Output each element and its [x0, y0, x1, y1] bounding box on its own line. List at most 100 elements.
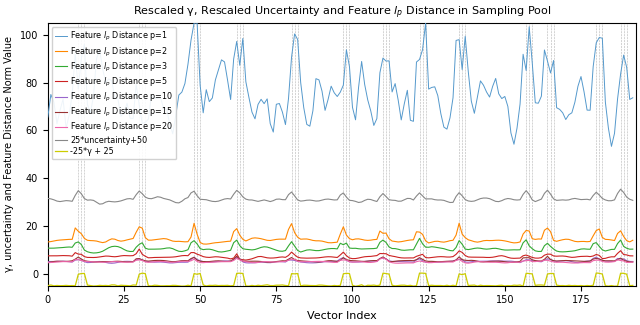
- Feature $l_p$ Distance p=10: [593, 255, 600, 259]
- Feature $l_p$ Distance p=15: [233, 254, 241, 258]
- 25*uncertainty+50: [96, 202, 104, 206]
- Feature $l_p$ Distance p=10: [410, 260, 417, 264]
- Feature $l_p$ Distance p=20: [181, 259, 189, 263]
- Feature $l_p$ Distance p=5: [285, 254, 292, 257]
- Feature $l_p$ Distance p=20: [379, 256, 387, 260]
- -25*γ + 25: [483, 284, 490, 288]
- 25*uncertainty+50: [629, 198, 637, 202]
- Line: Feature $l_p$ Distance p=15: Feature $l_p$ Distance p=15: [48, 256, 633, 263]
- -25*γ + 25: [44, 284, 52, 288]
- Feature $l_p$ Distance p=10: [282, 260, 289, 264]
- Feature $l_p$ Distance p=15: [181, 259, 189, 263]
- Feature $l_p$ Distance p=10: [486, 259, 493, 263]
- Feature $l_p$ Distance p=5: [242, 258, 250, 262]
- Feature $l_p$ Distance p=3: [184, 248, 192, 252]
- Feature $l_p$ Distance p=2: [202, 242, 210, 246]
- -25*γ + 25: [278, 283, 286, 287]
- Feature $l_p$ Distance p=15: [483, 260, 490, 264]
- Feature $l_p$ Distance p=2: [181, 240, 189, 244]
- -25*γ + 25: [486, 284, 493, 288]
- Feature $l_p$ Distance p=5: [184, 254, 192, 258]
- Feature $l_p$ Distance p=1: [607, 144, 615, 148]
- Feature $l_p$ Distance p=15: [282, 259, 289, 263]
- Feature $l_p$ Distance p=15: [486, 259, 493, 263]
- Feature $l_p$ Distance p=2: [489, 239, 497, 242]
- Feature $l_p$ Distance p=3: [44, 246, 52, 250]
- Feature $l_p$ Distance p=15: [410, 259, 417, 263]
- 25*uncertainty+50: [617, 187, 625, 191]
- Line: 25*uncertainty+50: 25*uncertainty+50: [48, 189, 633, 204]
- Feature $l_p$ Distance p=5: [489, 255, 497, 259]
- 25*uncertainty+50: [282, 198, 289, 202]
- Feature $l_p$ Distance p=20: [629, 260, 637, 264]
- Line: Feature $l_p$ Distance p=20: Feature $l_p$ Distance p=20: [48, 258, 633, 263]
- Feature $l_p$ Distance p=1: [260, 102, 268, 106]
- Feature $l_p$ Distance p=10: [629, 260, 637, 264]
- 25*uncertainty+50: [260, 198, 268, 202]
- Line: Feature $l_p$ Distance p=5: Feature $l_p$ Distance p=5: [48, 249, 633, 260]
- Feature $l_p$ Distance p=20: [486, 260, 493, 264]
- Feature $l_p$ Distance p=10: [44, 260, 52, 264]
- -25*γ + 25: [629, 283, 637, 287]
- Line: Feature $l_p$ Distance p=2: Feature $l_p$ Distance p=2: [48, 223, 633, 244]
- Feature $l_p$ Distance p=20: [489, 260, 497, 264]
- Feature $l_p$ Distance p=2: [44, 240, 52, 244]
- -25*γ + 25: [181, 284, 189, 288]
- Line: Feature $l_p$ Distance p=1: Feature $l_p$ Distance p=1: [48, 23, 633, 146]
- Feature $l_p$ Distance p=10: [483, 259, 490, 263]
- Line: Feature $l_p$ Distance p=3: Feature $l_p$ Distance p=3: [48, 238, 633, 253]
- Feature $l_p$ Distance p=1: [629, 96, 637, 100]
- Feature $l_p$ Distance p=20: [278, 260, 286, 264]
- Feature $l_p$ Distance p=5: [629, 254, 637, 258]
- Y-axis label: γ, uncertainty and Feature Distance Norm Value: γ, uncertainty and Feature Distance Norm…: [4, 36, 14, 272]
- Feature $l_p$ Distance p=2: [486, 239, 493, 242]
- Line: -25*γ + 25: -25*γ + 25: [48, 273, 633, 286]
- Feature $l_p$ Distance p=20: [257, 260, 265, 264]
- X-axis label: Vector Index: Vector Index: [307, 311, 377, 321]
- Feature $l_p$ Distance p=15: [629, 260, 637, 264]
- Feature $l_p$ Distance p=1: [44, 115, 52, 119]
- Feature $l_p$ Distance p=2: [410, 238, 417, 242]
- Feature $l_p$ Distance p=3: [260, 245, 268, 249]
- Feature $l_p$ Distance p=5: [486, 255, 493, 259]
- Feature $l_p$ Distance p=20: [44, 261, 52, 265]
- Feature $l_p$ Distance p=3: [90, 251, 97, 255]
- 25*uncertainty+50: [44, 196, 52, 200]
- Feature $l_p$ Distance p=10: [184, 260, 192, 264]
- Feature $l_p$ Distance p=2: [629, 238, 637, 242]
- Feature $l_p$ Distance p=3: [410, 248, 417, 252]
- Feature $l_p$ Distance p=1: [486, 95, 493, 99]
- Feature $l_p$ Distance p=15: [44, 261, 52, 265]
- Feature $l_p$ Distance p=20: [413, 260, 420, 264]
- Feature $l_p$ Distance p=2: [282, 237, 289, 241]
- Feature $l_p$ Distance p=5: [263, 256, 271, 260]
- Feature $l_p$ Distance p=10: [260, 260, 268, 264]
- Feature $l_p$ Distance p=3: [486, 247, 493, 251]
- 25*uncertainty+50: [184, 196, 192, 200]
- 25*uncertainty+50: [410, 198, 417, 202]
- Feature $l_p$ Distance p=1: [410, 119, 417, 123]
- Feature $l_p$ Distance p=15: [260, 260, 268, 264]
- Line: Feature $l_p$ Distance p=10: Feature $l_p$ Distance p=10: [48, 257, 633, 263]
- Feature $l_p$ Distance p=3: [489, 246, 497, 250]
- Feature $l_p$ Distance p=3: [415, 236, 423, 240]
- -25*γ + 25: [410, 284, 417, 288]
- Feature $l_p$ Distance p=1: [483, 90, 490, 94]
- Title: Rescaled γ, Rescaled Uncertainty and Feature $l_p$ Distance in Sampling Pool: Rescaled γ, Rescaled Uncertainty and Fea…: [132, 4, 551, 20]
- Legend: Feature $l_p$ Distance p=1, Feature $l_p$ Distance p=2, Feature $l_p$ Distance p: Feature $l_p$ Distance p=1, Feature $l_p…: [52, 27, 177, 159]
- Feature $l_p$ Distance p=5: [44, 254, 52, 258]
- Feature $l_p$ Distance p=2: [455, 221, 463, 225]
- Feature $l_p$ Distance p=20: [394, 261, 402, 265]
- Feature $l_p$ Distance p=3: [282, 249, 289, 253]
- Feature $l_p$ Distance p=1: [282, 123, 289, 126]
- Feature $l_p$ Distance p=10: [108, 261, 116, 265]
- Feature $l_p$ Distance p=5: [413, 254, 420, 258]
- -25*γ + 25: [257, 284, 265, 288]
- 25*uncertainty+50: [486, 197, 493, 201]
- Feature $l_p$ Distance p=1: [190, 21, 198, 25]
- -25*γ + 25: [361, 284, 369, 288]
- Feature $l_p$ Distance p=5: [136, 247, 143, 251]
- Feature $l_p$ Distance p=2: [260, 238, 268, 241]
- 25*uncertainty+50: [483, 196, 490, 200]
- Feature $l_p$ Distance p=1: [181, 82, 189, 85]
